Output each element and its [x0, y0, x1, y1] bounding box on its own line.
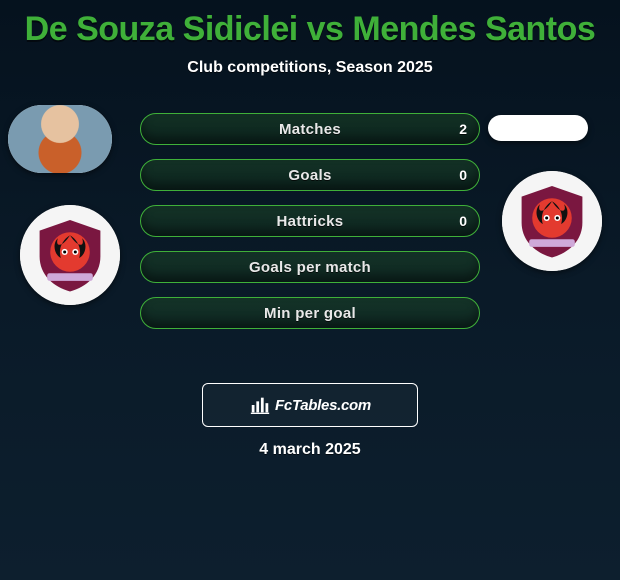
- stat-row: Goals per match: [140, 251, 480, 283]
- player-right-club-crest: [502, 171, 602, 271]
- brand-text: FcTables.com: [275, 397, 371, 414]
- stat-row: Min per goal: [140, 297, 480, 329]
- stat-label: Goals per match: [141, 259, 479, 276]
- brand-badge: FcTables.com: [202, 383, 418, 427]
- stat-label: Min per goal: [141, 305, 479, 322]
- date-text: 4 march 2025: [0, 441, 620, 459]
- club-crest-icon: [32, 217, 108, 293]
- stat-bars: Matches 2 Goals 0 Hattricks 0 Goals per …: [140, 113, 480, 343]
- subtitle: Club competitions, Season 2025: [0, 59, 620, 77]
- stat-row: Hattricks 0: [140, 205, 480, 237]
- stat-value-right: 2: [459, 121, 467, 137]
- stat-row: Matches 2: [140, 113, 480, 145]
- page-title: De Souza Sidiclei vs Mendes Santos: [0, 0, 620, 49]
- club-crest-icon: [514, 183, 590, 259]
- stat-label: Matches: [141, 121, 479, 138]
- stat-value-right: 0: [459, 213, 467, 229]
- player-left-club-crest: [20, 205, 120, 305]
- stat-value-right: 0: [459, 167, 467, 183]
- stat-row: Goals 0: [140, 159, 480, 191]
- player-left-avatar: [8, 105, 112, 173]
- bar-chart-icon: [249, 394, 271, 416]
- player-right-avatar: [488, 115, 588, 141]
- stat-label: Goals: [141, 167, 479, 184]
- stat-label: Hattricks: [141, 213, 479, 230]
- stats-block: Matches 2 Goals 0 Hattricks 0 Goals per …: [0, 113, 620, 373]
